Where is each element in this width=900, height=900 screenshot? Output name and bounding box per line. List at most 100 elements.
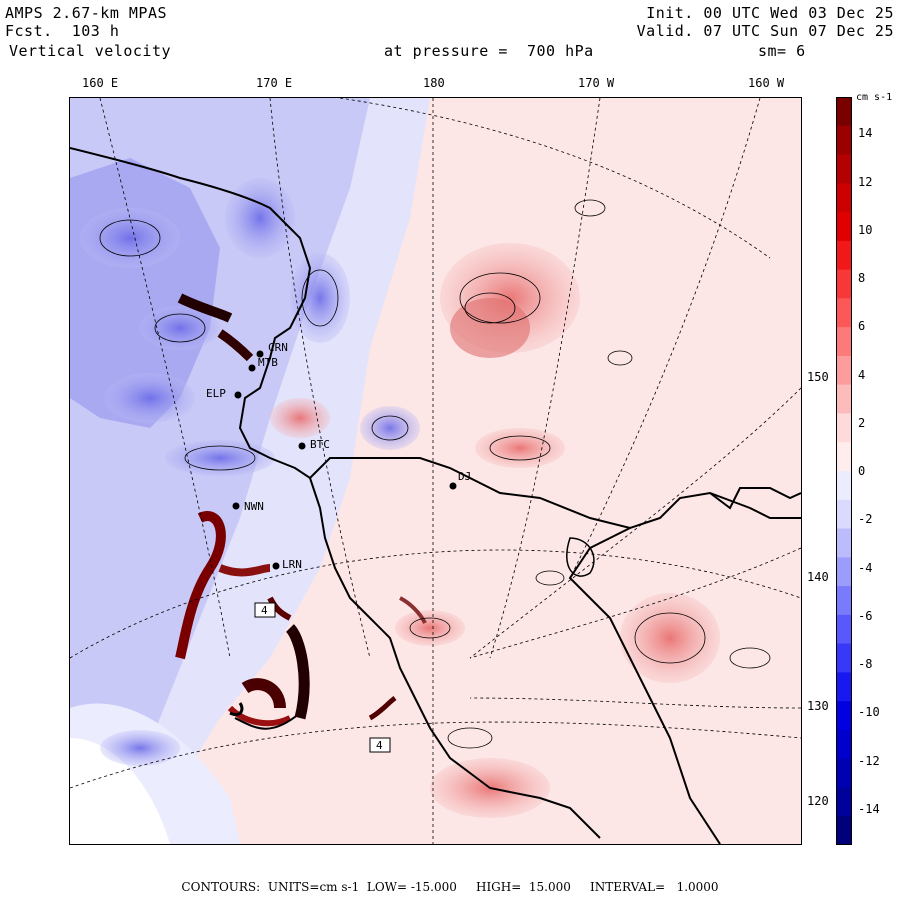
colorbar-swatch xyxy=(836,240,852,271)
blue-patch xyxy=(290,253,350,343)
blue-patch xyxy=(105,373,195,423)
value-box-label: 4 xyxy=(261,604,268,617)
colorbar-swatch xyxy=(836,298,852,328)
colorbar-tick-label: -12 xyxy=(858,753,880,768)
lon-label-160w: 160 W xyxy=(748,76,785,90)
strong-updraft-band xyxy=(241,678,286,709)
station-label-btc: BTC xyxy=(310,438,330,451)
colorbar-swatch xyxy=(836,672,852,702)
blue-patch xyxy=(100,730,180,766)
station-label-dj: DJ xyxy=(458,470,471,483)
red-patch xyxy=(475,428,565,468)
blue-patch xyxy=(225,178,295,258)
strong-couplet xyxy=(229,702,244,717)
contour-line xyxy=(234,712,301,730)
colorbar-swatch xyxy=(836,499,852,530)
lon-label-180: 180 xyxy=(423,76,445,90)
colorbar-swatch xyxy=(836,701,852,731)
colorbar-swatch xyxy=(836,183,852,213)
colorbar-swatch xyxy=(836,212,852,242)
variable-name: Vertical velocity xyxy=(9,42,172,60)
colorbar-tick-label: -14 xyxy=(858,801,880,816)
station-dot-btc xyxy=(298,442,306,450)
colorbar-tick-label: 0 xyxy=(858,464,866,478)
value-box xyxy=(369,737,391,753)
contour-info: CONTOURS: UNITS=cm s-1 LOW= -15.000 HIGH… xyxy=(181,880,719,894)
strong-updraft-band xyxy=(218,564,271,577)
strong-couplet xyxy=(399,596,427,624)
colorbar-swatch xyxy=(836,614,852,645)
colorbar xyxy=(836,97,852,845)
station-markers: CRN MTB ELP BTC DJ NWN LRN 4 4 xyxy=(206,341,471,753)
colorbar-tick-label: 2 xyxy=(858,415,866,430)
value-box-label: 4 xyxy=(376,739,383,752)
colorbar-swatch xyxy=(836,442,852,472)
valid-time: Valid. 07 UTC Sun 07 Dec 25 xyxy=(636,22,894,40)
colorbar-swatch xyxy=(836,269,852,299)
colorbar-swatch xyxy=(836,816,852,845)
red-patch xyxy=(395,610,465,646)
plateau-white-region xyxy=(70,738,170,844)
blue-patch xyxy=(80,208,180,268)
colorbar-tick-label: -8 xyxy=(858,657,873,671)
colorbar-tick-label: -2 xyxy=(858,512,873,527)
transantarctic-coast xyxy=(309,477,601,839)
smoothing-label: sm= 6 xyxy=(758,42,806,60)
station-label-elp: ELP xyxy=(206,387,226,400)
station-label-nwn: NWN xyxy=(244,500,264,513)
station-dot-lrn xyxy=(272,562,280,570)
strong-updraft-band xyxy=(175,511,226,660)
strong-updraft-band xyxy=(227,705,292,727)
pressure-level: at pressure = 700 hPa xyxy=(384,42,594,60)
red-patch xyxy=(620,593,720,683)
colorbar-swatch xyxy=(836,413,852,443)
colorbar-swatch xyxy=(836,758,852,788)
station-label-lrn: LRN xyxy=(282,558,302,571)
lat-lon-graticule xyxy=(70,98,801,844)
forecast-hour: Fcst. 103 h xyxy=(5,22,120,40)
coastline xyxy=(70,147,801,530)
colorbar-tick-label: 14 xyxy=(858,126,873,141)
lon-label-160e: 160 E xyxy=(82,76,119,90)
contour-lines xyxy=(99,199,771,749)
ice-shelf-edge xyxy=(568,527,721,844)
colorbar-swatch xyxy=(836,384,852,414)
station-dot-nwn xyxy=(232,502,240,510)
station-dot-dj xyxy=(449,482,457,490)
colorbar-swatch xyxy=(836,154,852,184)
colorbar-tick-label: -6 xyxy=(858,608,873,623)
colorbar-swatch xyxy=(836,355,852,386)
colorbar-swatch xyxy=(836,125,852,156)
colorbar-swatch xyxy=(836,528,852,558)
station-dot-crn xyxy=(256,350,264,358)
colorbar-tick-label: 4 xyxy=(858,367,866,382)
strong-couplet xyxy=(217,329,254,362)
blue-patch xyxy=(360,406,420,450)
colorbar-swatch xyxy=(836,729,852,760)
red-patch xyxy=(450,298,530,358)
strong-couplet xyxy=(368,695,397,721)
value-box xyxy=(254,602,276,618)
station-dot-elp xyxy=(234,391,242,399)
colorbar-swatch xyxy=(836,327,852,357)
strong-couplet xyxy=(285,624,310,720)
colorbar-swatch xyxy=(836,787,852,817)
colorbar-swatch xyxy=(836,557,852,587)
colorbar-tick-label: 6 xyxy=(858,319,866,334)
lon-label-170w: 170 W xyxy=(578,76,615,90)
colorbar-unit: cm s-1 xyxy=(856,92,893,103)
peninsula-coast xyxy=(709,487,801,510)
blue-patch xyxy=(165,440,275,476)
colorbar-tick-label: 10 xyxy=(858,222,873,237)
station-label-mtb: MTB xyxy=(258,356,278,369)
strong-couplet xyxy=(177,293,233,323)
colorbar-swatch xyxy=(836,471,852,501)
station-label-crn: CRN xyxy=(268,341,288,354)
red-patch xyxy=(270,398,330,438)
colorbar-tick-label: -4 xyxy=(858,560,873,575)
map-panel: CRN MTB ELP BTC DJ NWN LRN 4 4 xyxy=(69,97,802,845)
colorbar-tick-label: -10 xyxy=(858,705,880,720)
colorbar-swatch xyxy=(836,643,852,673)
colorbar-border xyxy=(836,97,852,845)
lon-label-170e: 170 E xyxy=(256,76,293,90)
